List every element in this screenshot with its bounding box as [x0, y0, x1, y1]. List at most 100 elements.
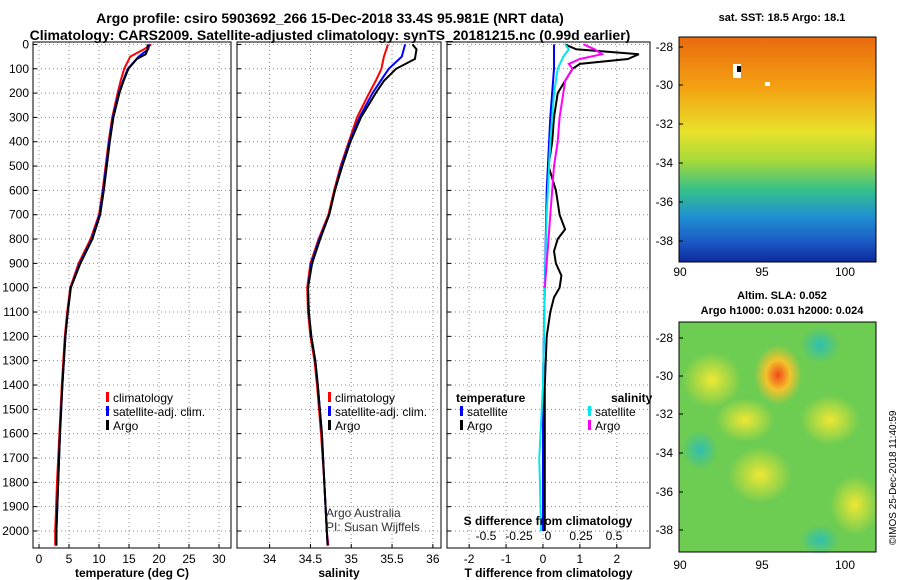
y-tick-label: 300	[9, 110, 29, 124]
legend-3-salinity-head: salinity	[611, 391, 653, 405]
y-tick-label: 1700	[2, 451, 29, 465]
y-tick-label: 1400	[2, 378, 29, 392]
legend-3-s-argo-swatch	[588, 420, 591, 430]
legend-1-climatology-label: climatology	[113, 391, 173, 405]
x-tick-label: 10	[92, 552, 106, 566]
legend-3-t-argo-label: Argo	[467, 419, 493, 433]
sla-lat-label: -30	[656, 369, 674, 383]
sla-lat-label: -32	[656, 407, 674, 421]
series-line-argo	[55, 44, 149, 546]
series-line-argo	[306, 43, 418, 546]
sla-lat-label: -34	[656, 446, 674, 460]
legend-3-s-satellite-swatch	[588, 406, 591, 416]
plot-frame	[236, 41, 442, 549]
title-line-2: Climatology: CARS2009. Satellite-adjuste…	[29, 27, 631, 43]
sla-lat-label: -38	[656, 523, 674, 537]
legend-1-climatology-swatch	[106, 392, 109, 402]
x-tick-label: 30	[212, 552, 226, 566]
top-x-tick-label: 0.25	[569, 529, 593, 543]
x-tick-label: 0	[540, 552, 547, 566]
x-tick-label: 5	[66, 552, 73, 566]
imos-credit: ©IMOS 25-Dec-2018 11:40:59	[888, 410, 899, 545]
sla-lon-label: 100	[835, 558, 855, 572]
sla-lon-label: 95	[755, 558, 769, 572]
legend-2-satellite-swatch	[328, 406, 331, 416]
series-line-salinity-satellite	[538, 43, 571, 532]
y-tick-label: 900	[9, 256, 29, 270]
y-tick-label: 1800	[2, 475, 29, 489]
sst-lat-label: -28	[656, 40, 674, 54]
top-x-tick-label: -0.5	[476, 529, 497, 543]
plot-frame	[446, 41, 651, 549]
legend-1-argo-swatch	[106, 420, 109, 430]
series-line-temperature-argo	[543, 43, 640, 531]
legend-2-climatology-label: climatology	[335, 391, 395, 405]
legend-3-temperature-head: temperature	[456, 391, 526, 405]
y-tick-label: 500	[9, 159, 29, 173]
legend-3-t-satellite-label: satellite	[467, 405, 508, 419]
y-tick-label: 600	[9, 183, 29, 197]
sst-map-title: sat. SST: 18.5 Argo: 18.1	[718, 12, 846, 24]
legend-2-argo-label: Argo	[335, 419, 361, 433]
sst-lon-label: 100	[835, 265, 855, 279]
y-tick-label: 0	[22, 37, 29, 51]
y-tick-label: 1100	[3, 305, 29, 319]
plot-frame	[32, 41, 232, 549]
x-tick-label: 1	[577, 552, 584, 566]
legend-3-s-satellite-label: satellite	[595, 405, 636, 419]
sla-lon-label: 90	[673, 558, 687, 572]
y-tick-label: 1000	[2, 281, 29, 295]
x-tick-label: 15	[122, 552, 136, 566]
y-tick-label: 200	[9, 86, 29, 100]
legend-1-argo-label: Argo	[113, 419, 139, 433]
argo-australia-note: Argo Australia	[326, 506, 401, 520]
sst-map	[678, 36, 877, 263]
y-tick-label: 1200	[2, 329, 29, 343]
x-axis-label: temperature (deg C)	[75, 566, 189, 580]
x-tick-label: 34	[263, 552, 277, 566]
x-tick-label: 20	[152, 552, 166, 566]
y-tick-label: 1900	[2, 500, 29, 514]
y-tick-label: 1300	[2, 354, 29, 368]
legend-2-argo-swatch	[328, 420, 331, 430]
pi-note: PI: Susan Wijffels	[326, 520, 420, 534]
y-tick-label: 2000	[2, 524, 29, 538]
sst-lat-label: -30	[656, 78, 674, 92]
legend-3-t-argo-swatch	[460, 420, 463, 430]
series-line-salinity-argo	[543, 43, 605, 288]
x-tick-label: 36	[426, 552, 440, 566]
x-tick-label: -1	[501, 552, 512, 566]
x-tick-label: -2	[464, 552, 475, 566]
top-x-tick-label: 0.5	[606, 529, 623, 543]
top-x-tick-label: -0.25	[505, 529, 533, 543]
sla-lat-label: -28	[656, 331, 674, 345]
legend-2-climatology-swatch	[328, 392, 331, 402]
sla-map-title-2: Argo h1000: 0.031 h2000: 0.024	[700, 305, 864, 317]
legend-3-s-argo-label: Argo	[595, 419, 621, 433]
y-tick-label: 700	[9, 208, 29, 222]
title-line-1: Argo profile: csiro 5903692_266 15-Dec-2…	[96, 10, 564, 26]
x-tick-label: 35	[345, 552, 359, 566]
y-tick-label: 1500	[2, 402, 29, 416]
top-axis-label: S difference from climatology	[464, 514, 633, 528]
x-tick-label: 25	[182, 552, 196, 566]
sst-lat-label: -34	[656, 156, 674, 170]
top-x-tick-label: 0	[545, 529, 552, 543]
legend-1-satellite-label: satellite-adj. clim.	[113, 405, 205, 419]
sst-lat-label: -32	[656, 117, 674, 131]
sst-lon-label: 90	[673, 265, 687, 279]
sst-lat-label: -38	[656, 234, 674, 248]
x-tick-label: 2	[613, 552, 620, 566]
x-tick-label: 35.5	[380, 552, 404, 566]
x-axis-label: T difference from climatology	[464, 566, 632, 580]
sst-lon-label: 95	[755, 265, 769, 279]
series-line-climatology	[306, 44, 389, 546]
y-tick-label: 800	[9, 232, 29, 246]
legend-2-satellite-label: satellite-adj. clim.	[335, 405, 427, 419]
y-tick-label: 400	[9, 135, 29, 149]
x-tick-label: 0	[36, 552, 43, 566]
sla-lat-label: -36	[656, 485, 674, 499]
y-tick-label: 100	[9, 62, 29, 76]
y-tick-label: 1600	[2, 427, 29, 441]
